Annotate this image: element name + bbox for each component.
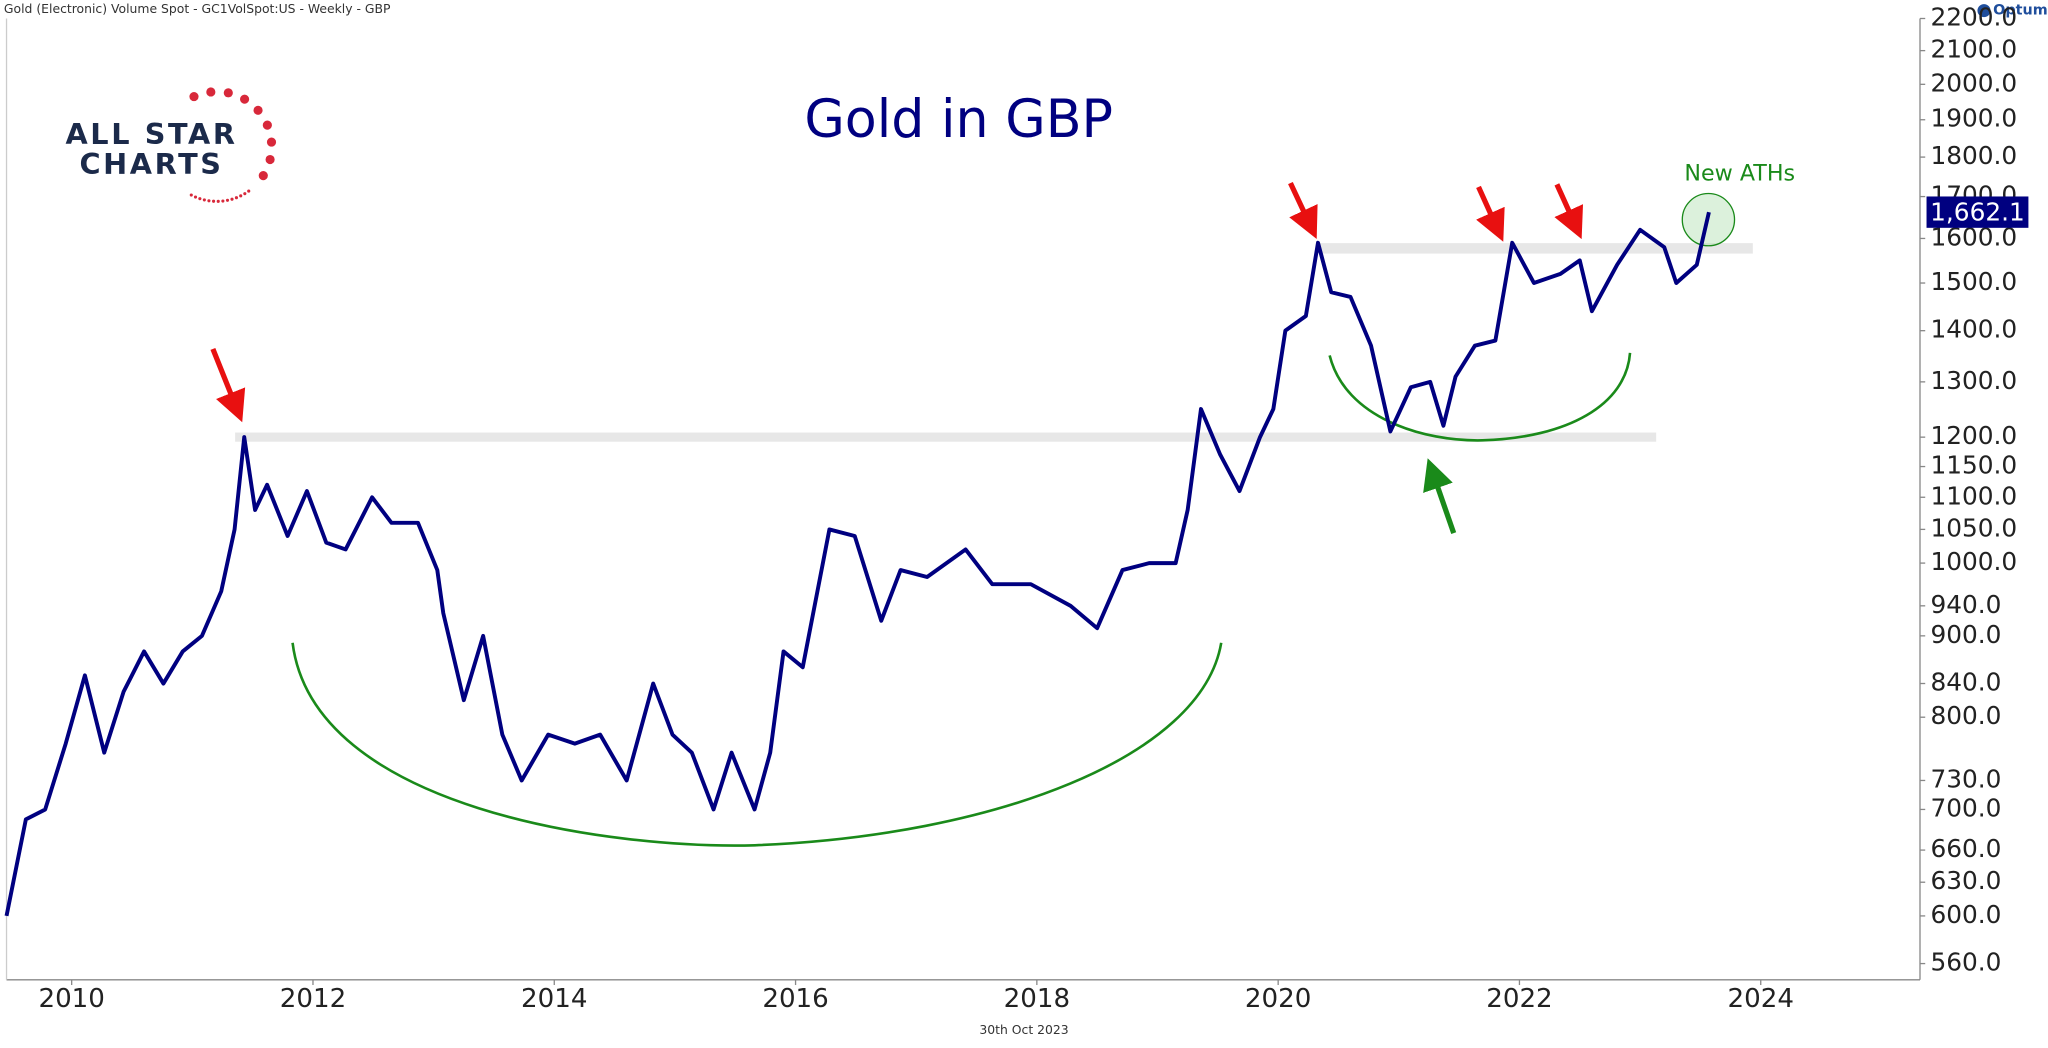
star xyxy=(206,87,216,97)
logo-text: CHARTS xyxy=(79,147,223,181)
y-tick-label: 940.0 xyxy=(1930,590,2001,619)
y-tick-label: 800.0 xyxy=(1930,701,2001,730)
footer: 30th Oct 2023 xyxy=(979,1022,1068,1037)
y-tick-label: 1000.0 xyxy=(1930,547,2017,576)
star xyxy=(189,92,199,102)
brand-box xyxy=(1977,1,2043,20)
dot xyxy=(216,199,220,203)
price-line xyxy=(4,211,1711,917)
star xyxy=(262,120,272,130)
y-tick-label: 560.0 xyxy=(1930,948,2001,977)
dot xyxy=(230,197,234,201)
arrow xyxy=(210,347,246,423)
star xyxy=(253,105,263,115)
dot xyxy=(212,199,216,203)
y-tick-label: 2100.0 xyxy=(1930,35,2017,64)
star xyxy=(266,137,277,147)
logo-text: ALL STAR xyxy=(65,117,237,151)
base-arc xyxy=(1328,352,1632,442)
dot xyxy=(247,189,251,193)
dot xyxy=(239,194,243,198)
dot xyxy=(189,193,193,197)
arrow xyxy=(1288,181,1318,240)
y-tick-label: 900.0 xyxy=(1930,620,2001,649)
dot xyxy=(234,196,239,200)
arrow xyxy=(1476,185,1505,242)
y-tick-label: 1900.0 xyxy=(1930,104,2017,133)
x-tick-label: 2024 xyxy=(1728,984,1794,1014)
y-tick-label: 1150.0 xyxy=(1930,451,2017,480)
x-tick-label: 2010 xyxy=(38,984,104,1014)
y-tick-label: 700.0 xyxy=(1930,793,2001,822)
y-tick-label: 730.0 xyxy=(1930,764,2001,793)
logo: ALL STAR CHARTS xyxy=(65,87,277,203)
y-tick-label: 1050.0 xyxy=(1930,513,2017,542)
dot xyxy=(225,198,230,202)
x-tick-label: 2014 xyxy=(521,984,587,1014)
y-tick-label: 630.0 xyxy=(1930,866,2001,895)
resistance-zone xyxy=(1319,243,1753,254)
y-tick-label: 1500.0 xyxy=(1930,267,2017,296)
last-price-label: 1,662.1 xyxy=(1930,197,2025,226)
y-tick-label: 1100.0 xyxy=(1930,481,2017,510)
brand: Optuma xyxy=(1993,3,2048,19)
resistance-zone xyxy=(235,432,1657,442)
star xyxy=(223,88,233,98)
header: Gold (Electronic) Volume Spot - GC1VolSp… xyxy=(4,1,391,16)
dot xyxy=(243,192,247,196)
dot xyxy=(207,199,211,203)
arrow xyxy=(1423,458,1457,534)
dot xyxy=(221,199,225,203)
y-tick-label: 1300.0 xyxy=(1930,366,2017,395)
base-arc xyxy=(291,642,1223,847)
y-tick-label: 1400.0 xyxy=(1930,315,2017,344)
dot xyxy=(198,197,202,201)
x-tick-label: 2012 xyxy=(280,984,346,1014)
arrow xyxy=(1554,183,1584,240)
x-tick-label: 2022 xyxy=(1486,984,1552,1014)
y-tick-label: 660.0 xyxy=(1930,834,2001,863)
y-tick-label: 2200.0 xyxy=(1930,2,2017,31)
star xyxy=(265,154,275,165)
x-tick-label: 2020 xyxy=(1245,984,1311,1014)
y-tick-label: 2000.0 xyxy=(1930,68,2017,97)
star xyxy=(240,94,250,104)
annotation: New ATHs xyxy=(1684,160,1795,186)
x-tick-label: 2016 xyxy=(762,984,828,1014)
y-tick-label: 840.0 xyxy=(1930,668,2001,697)
y-tick-label: 1800.0 xyxy=(1930,141,2017,170)
dot xyxy=(202,198,206,202)
y-tick-label: 600.0 xyxy=(1930,900,2001,929)
chart-title: Gold in GBP xyxy=(804,90,1113,150)
last-price-box xyxy=(1926,196,2029,228)
dot xyxy=(193,195,198,199)
y-tick-label: 1200.0 xyxy=(1930,421,2017,450)
x-tick-label: 2018 xyxy=(1004,984,1070,1014)
star xyxy=(258,171,268,181)
brand-icon xyxy=(1977,4,1991,18)
logo-stars xyxy=(189,87,277,203)
